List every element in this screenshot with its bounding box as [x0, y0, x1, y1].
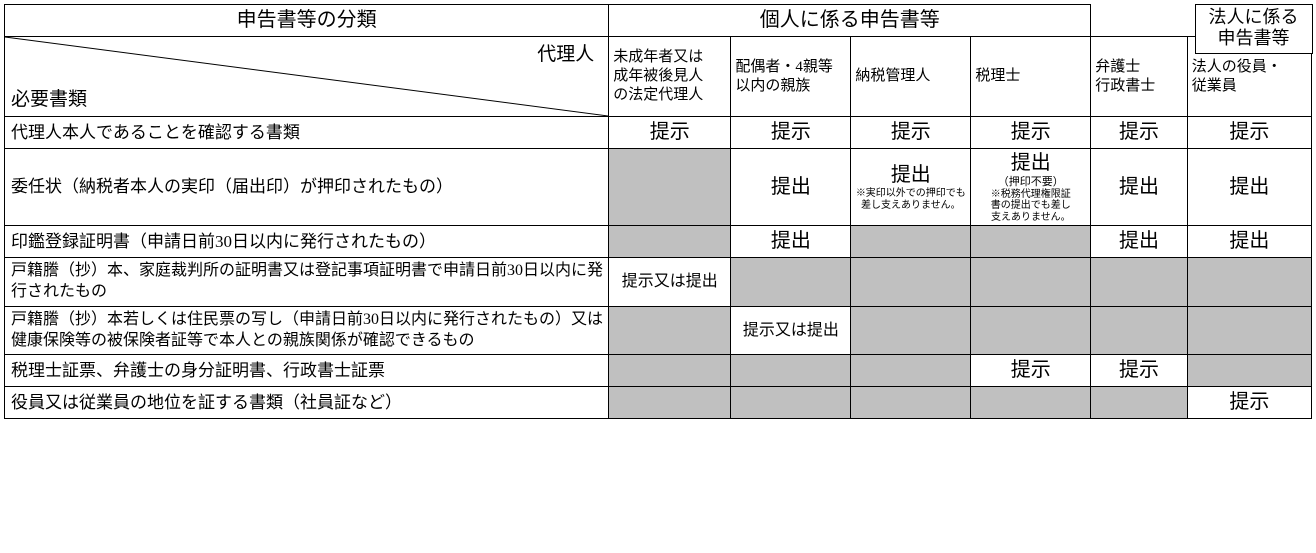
- cell-r6c1: [609, 355, 731, 387]
- cell-r7c1: [609, 387, 731, 419]
- cell-r1c1: 提示: [609, 117, 731, 149]
- cell-r5c5: [1091, 306, 1187, 355]
- header-corporate-line1: 法人に係る: [1209, 7, 1299, 27]
- cell-r2c1: [609, 149, 731, 226]
- cell-r7c4: [971, 387, 1091, 419]
- cell-r6c2: [731, 355, 851, 387]
- cell-r6c3: [851, 355, 971, 387]
- agent-col-2: 配偶者・4親等 以内の親族: [731, 37, 851, 117]
- cell-r1c3: 提示: [851, 117, 971, 149]
- agent-col-3: 納税管理人: [851, 37, 971, 117]
- cell-r6c5: 提示: [1091, 355, 1187, 387]
- table-row: 税理士証票、弁護士の身分証明書、行政書士証票 提示 提示: [5, 355, 1312, 387]
- agent-col-1: 未成年者又は 成年被後見人 の法定代理人: [609, 37, 731, 117]
- header-row-2: 代理人 必要書類 未成年者又は 成年被後見人 の法定代理人 配偶者・4親等 以内…: [5, 37, 1312, 117]
- table-row: 戸籍謄（抄）本、家庭裁判所の証明書又は登記事項証明書で申請日前30日以内に発行さ…: [5, 258, 1312, 307]
- cell-r4c6: [1187, 258, 1311, 307]
- row-label-4: 戸籍謄（抄）本、家庭裁判所の証明書又は登記事項証明書で申請日前30日以内に発行さ…: [5, 258, 609, 307]
- table-row: 代理人本人であることを確認する書類 提示 提示 提示 提示 提示 提示: [5, 117, 1312, 149]
- cell-r3c5: 提出: [1091, 226, 1187, 258]
- agent-col-4: 税理士: [971, 37, 1091, 117]
- table-row: 委任状（納税者本人の実印（届出印）が押印されたもの） 提出 提出 ※実印以外での…: [5, 149, 1312, 226]
- header-corporate: 法人に係る 申告書等: [1195, 4, 1313, 54]
- cell-r4c1: 提示又は提出: [609, 258, 731, 307]
- cell-r3c1: [609, 226, 731, 258]
- diag-agent-label: 代理人: [537, 43, 594, 67]
- table-row: 印鑑登録証明書（申請日前30日以内に発行されたもの） 提出 提出 提出: [5, 226, 1312, 258]
- cell-r3c4: [971, 226, 1091, 258]
- cell-r4c2: [731, 258, 851, 307]
- diagonal-header: 代理人 必要書類: [5, 37, 609, 117]
- cell-r4c4: [971, 258, 1091, 307]
- cell-r6c4: 提示: [971, 355, 1091, 387]
- cell-r2c4: 提出 （押印不要） ※税務代理権限証 書の提出でも差し 支えありません。: [971, 149, 1091, 226]
- header-category: 申告書等の分類: [5, 5, 609, 37]
- header-corporate-line2: 申告書等: [1218, 28, 1290, 48]
- cell-r7c3: [851, 387, 971, 419]
- cell-r4c5: [1091, 258, 1187, 307]
- cell-r2c2: 提出: [731, 149, 851, 226]
- cell-r4c3: [851, 258, 971, 307]
- row-label-6: 税理士証票、弁護士の身分証明書、行政書士証票: [5, 355, 609, 387]
- cell-r6c6: [1187, 355, 1311, 387]
- cell-r1c2: 提示: [731, 117, 851, 149]
- cell-r5c3: [851, 306, 971, 355]
- cell-r2c6: 提出: [1187, 149, 1311, 226]
- row-label-2: 委任状（納税者本人の実印（届出印）が押印されたもの）: [5, 149, 609, 226]
- row-label-7: 役員又は従業員の地位を証する書類（社員証など）: [5, 387, 609, 419]
- cell-r2c5: 提出: [1091, 149, 1187, 226]
- cell-r5c1: [609, 306, 731, 355]
- cell-r1c6: 提示: [1187, 117, 1311, 149]
- table-row: 戸籍謄（抄）本若しくは住民票の写し（申請日前30日以内に発行されたもの）又は健康…: [5, 306, 1312, 355]
- cell-r5c2: 提示又は提出: [731, 306, 851, 355]
- row-label-3: 印鑑登録証明書（申請日前30日以内に発行されたもの）: [5, 226, 609, 258]
- header-row-1: 申告書等の分類 個人に係る申告書等 法人に係る 申告書等: [5, 5, 1312, 37]
- cell-r1c4: 提示: [971, 117, 1091, 149]
- cell-r3c3: [851, 226, 971, 258]
- header-individual: 個人に係る申告書等: [609, 5, 1091, 37]
- header-corporate-wrap: 法人に係る 申告書等: [1091, 5, 1312, 37]
- cell-r7c2: [731, 387, 851, 419]
- cell-r5c6: [1187, 306, 1311, 355]
- cell-r7c5: [1091, 387, 1187, 419]
- row-label-5: 戸籍謄（抄）本若しくは住民票の写し（申請日前30日以内に発行されたもの）又は健康…: [5, 306, 609, 355]
- table-row: 役員又は従業員の地位を証する書類（社員証など） 提示: [5, 387, 1312, 419]
- cell-r3c6: 提出: [1187, 226, 1311, 258]
- cell-r3c2: 提出: [731, 226, 851, 258]
- required-documents-table: 申告書等の分類 個人に係る申告書等 法人に係る 申告書等 代理人 必要書類 未成…: [4, 4, 1312, 419]
- cell-r7c6: 提示: [1187, 387, 1311, 419]
- cell-r2c3: 提出 ※実印以外での押印でも差し支えありません。: [851, 149, 971, 226]
- cell-r1c5: 提示: [1091, 117, 1187, 149]
- cell-r5c4: [971, 306, 1091, 355]
- diag-docs-label: 必要書類: [11, 88, 87, 112]
- row-label-1: 代理人本人であることを確認する書類: [5, 117, 609, 149]
- agent-col-5: 弁護士 行政書士: [1091, 37, 1187, 117]
